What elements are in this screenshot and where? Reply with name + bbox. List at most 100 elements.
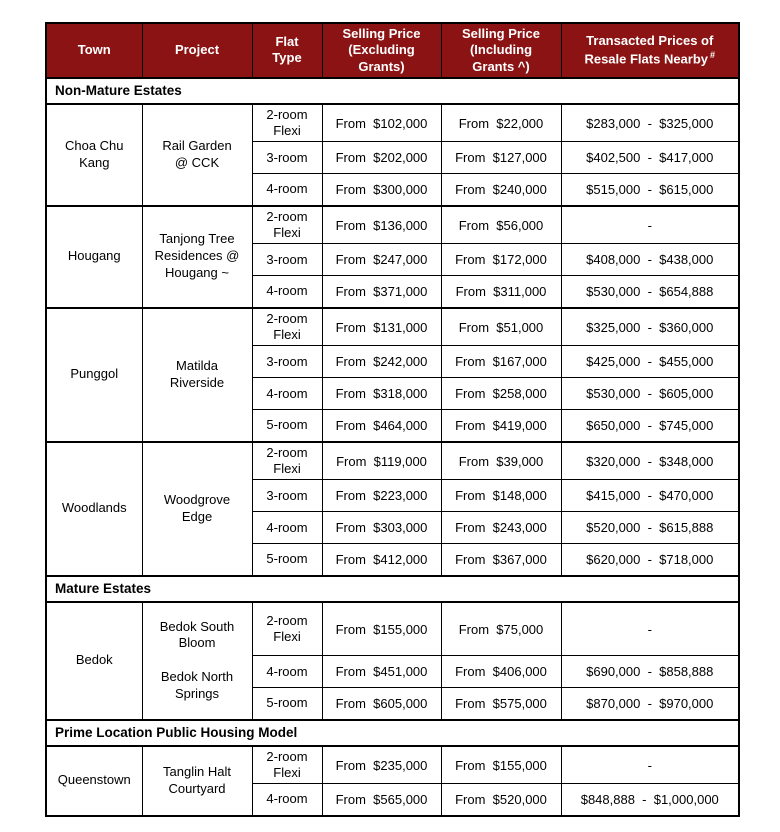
resale-range-cell: $690,000 - $858,888 <box>560 655 740 689</box>
flat-type-cell: 3-room <box>251 479 323 513</box>
section-title: Non-Mature Estates <box>45 76 740 105</box>
section-title: Prime Location Public Housing Model <box>45 718 740 747</box>
hash-footnote-mark: # <box>710 49 716 60</box>
resale-range-cell: - <box>560 744 740 785</box>
price-table: Town Project Flat Type Selling Price (Ex… <box>45 22 740 817</box>
table-row: 4-room From $451,000 From $406,000 $690,… <box>46 655 740 689</box>
table-row: 3-room From $202,000 From $127,000 $402,… <box>46 141 740 175</box>
resale-range-cell: $425,000 - $455,000 <box>560 345 740 379</box>
header-row: Town Project Flat Type Selling Price (Ex… <box>45 22 740 79</box>
price-excl-cell: From $102,000 <box>321 102 442 143</box>
flat-type-cell: 4-room <box>251 511 323 545</box>
flat-type-cell: 5-room <box>251 543 323 577</box>
table-row: 5-room From $412,000 From $367,000 $620,… <box>46 543 740 577</box>
price-excl-cell: From $223,000 <box>321 479 442 513</box>
flat-type-cell: 5-room <box>251 409 323 443</box>
flat-type-cell: 2-room Flexi <box>251 440 323 481</box>
price-excl-cell: From $303,000 <box>321 511 442 545</box>
resale-range-cell: $408,000 - $438,000 <box>560 243 740 277</box>
flat-type-cell: 4-room <box>251 275 323 309</box>
price-incl-cell: From $56,000 <box>440 204 562 245</box>
project-cell: Tanjong Tree Residences @ Hougang ~ <box>141 204 253 309</box>
flat-type-cell: 4-room <box>251 783 323 817</box>
town-cell: Bedok <box>45 600 143 721</box>
price-excl-cell: From $119,000 <box>321 440 442 481</box>
table-row: 3-room From $223,000 From $148,000 $415,… <box>46 479 740 513</box>
resale-range-cell: $402,500 - $417,000 <box>560 141 740 175</box>
col-header-price-excluding-grants: Selling Price (Excluding Grants) <box>321 22 442 79</box>
price-excl-cell: From $242,000 <box>321 345 442 379</box>
price-incl-cell: From $258,000 <box>440 377 562 411</box>
price-incl-cell: From $75,000 <box>440 600 562 657</box>
price-incl-cell: From $520,000 <box>440 783 562 817</box>
table-row: 4-room From $300,000 From $240,000 $515,… <box>46 173 740 207</box>
project-cell: Woodgrove Edge <box>141 440 253 577</box>
col-header-flat-type: Flat Type <box>251 22 323 79</box>
table-row: Queenstown Tanglin Halt Courtyard 2-room… <box>45 744 740 817</box>
flat-type-cell: 2-room Flexi <box>251 204 323 245</box>
price-excl-cell: From $202,000 <box>321 141 442 175</box>
resale-range-cell: $530,000 - $654,888 <box>560 275 740 309</box>
price-excl-cell: From $371,000 <box>321 275 442 309</box>
col-header-price-including-grants: Selling Price (Including Grants ^) <box>440 22 562 79</box>
resale-range-cell: $515,000 - $615,000 <box>560 173 740 207</box>
table-row: 3-room From $247,000 From $172,000 $408,… <box>46 243 740 277</box>
resale-range-cell: $848,888 - $1,000,000 <box>560 783 740 817</box>
resale-range-cell: $620,000 - $718,000 <box>560 543 740 577</box>
table-row: Choa Chu Kang Rail Garden @ CCK 2-room F… <box>45 102 740 207</box>
resale-range-cell: $320,000 - $348,000 <box>560 440 740 481</box>
price-incl-cell: From $419,000 <box>440 409 562 443</box>
town-cell: Queenstown <box>45 744 143 817</box>
price-excl-cell: From $605,000 <box>321 687 442 721</box>
section-row-non-mature-estates: Non-Mature Estates <box>45 76 740 105</box>
table-row: 5-room From $464,000 From $419,000 $650,… <box>46 409 740 443</box>
resale-range-cell: - <box>560 600 740 657</box>
col-header-resale-prices: Transacted Prices of Resale Flats Nearby… <box>560 22 740 79</box>
flat-type-cell: 3-room <box>251 345 323 379</box>
price-excl-cell: From $247,000 <box>321 243 442 277</box>
flat-type-cell: 4-room <box>251 377 323 411</box>
project-cell: Bedok South Bloom Bedok North Springs <box>141 600 253 721</box>
price-incl-cell: From $155,000 <box>440 744 562 785</box>
section-row-prime-location: Prime Location Public Housing Model <box>45 718 740 747</box>
col-header-resale-label: Transacted Prices of Resale Flats Nearby <box>584 33 714 67</box>
col-header-town: Town <box>45 22 143 79</box>
price-excl-cell: From $412,000 <box>321 543 442 577</box>
flat-type-cell: 5-room <box>251 687 323 721</box>
price-incl-cell: From $167,000 <box>440 345 562 379</box>
resale-range-cell: $650,000 - $745,000 <box>560 409 740 443</box>
price-excl-cell: From $131,000 <box>321 306 442 347</box>
table-row: 5-room From $605,000 From $575,000 $870,… <box>46 687 740 721</box>
resale-range-cell: $283,000 - $325,000 <box>560 102 740 143</box>
flat-type-cell: 2-room Flexi <box>251 306 323 347</box>
price-incl-cell: From $243,000 <box>440 511 562 545</box>
price-excl-cell: From $235,000 <box>321 744 442 785</box>
project-cell: Tanglin Halt Courtyard <box>141 744 253 817</box>
price-incl-cell: From $51,000 <box>440 306 562 347</box>
town-cell: Punggol <box>45 306 143 443</box>
price-incl-cell: From $311,000 <box>440 275 562 309</box>
flat-type-cell: 4-room <box>251 173 323 207</box>
town-cell: Woodlands <box>45 440 143 577</box>
price-excl-cell: From $451,000 <box>321 655 442 689</box>
resale-range-cell: - <box>560 204 740 245</box>
table-row: Woodlands Woodgrove Edge 2-room Flexi Fr… <box>45 440 740 577</box>
flat-type-cell: 3-room <box>251 243 323 277</box>
price-excl-cell: From $464,000 <box>321 409 442 443</box>
price-incl-cell: From $367,000 <box>440 543 562 577</box>
project-cell: Matilda Riverside <box>141 306 253 443</box>
section-row-mature-estates: Mature Estates <box>45 574 740 603</box>
price-excl-cell: From $300,000 <box>321 173 442 207</box>
table-row: 4-room From $303,000 From $243,000 $520,… <box>46 511 740 545</box>
table-row: 4-room From $565,000 From $520,000 $848,… <box>46 783 740 817</box>
flat-type-cell: 2-room Flexi <box>251 102 323 143</box>
resale-range-cell: $870,000 - $970,000 <box>560 687 740 721</box>
col-header-project: Project <box>141 22 253 79</box>
price-excl-cell: From $318,000 <box>321 377 442 411</box>
town-cell: Choa Chu Kang <box>45 102 143 207</box>
price-incl-cell: From $575,000 <box>440 687 562 721</box>
resale-range-cell: $520,000 - $615,888 <box>560 511 740 545</box>
table-row: 3-room From $242,000 From $167,000 $425,… <box>46 345 740 379</box>
price-incl-cell: From $127,000 <box>440 141 562 175</box>
